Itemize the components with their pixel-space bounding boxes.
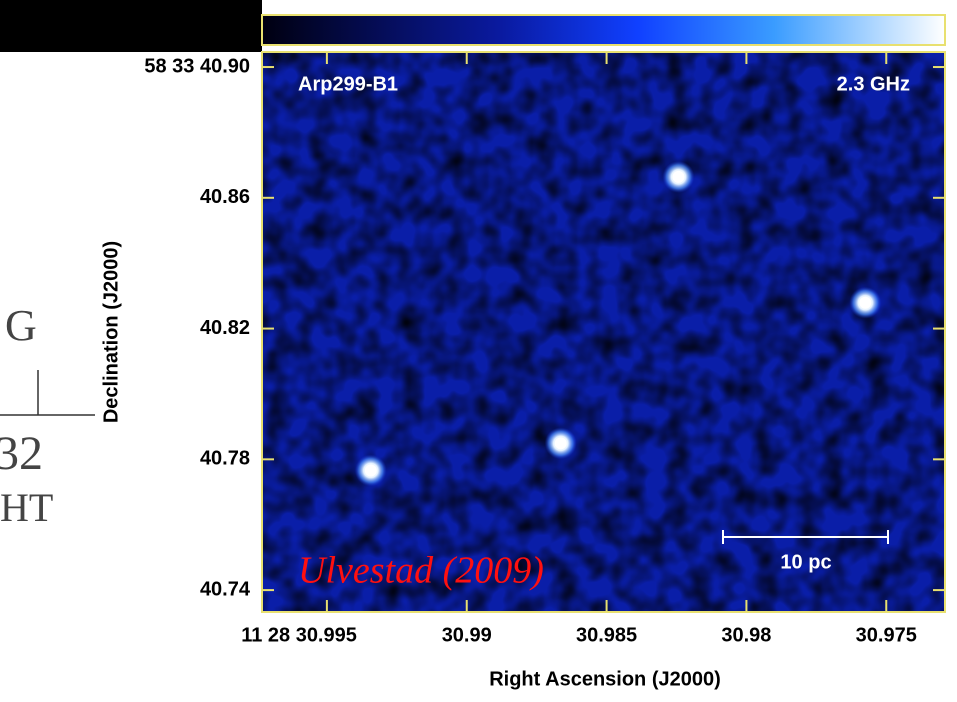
point-core — [672, 170, 685, 183]
point-core — [554, 437, 567, 450]
y-tick-label: 40.82 — [200, 317, 250, 339]
x-tick-label: 30.98 — [721, 624, 771, 646]
point-core — [859, 296, 872, 309]
fragment-text: 32 — [0, 427, 43, 480]
source-label: Arp299-B1 — [298, 73, 398, 95]
frequency-label: 2.3 GHz — [837, 73, 910, 95]
y-tick-label: 40.78 — [200, 448, 250, 470]
colorbar — [261, 14, 946, 46]
fragment-text: G — [5, 301, 37, 350]
fragment-text: HT — [0, 485, 53, 530]
y-tick-label: 58 33 40.90 — [144, 55, 250, 77]
image — [262, 52, 945, 612]
x-tick-label: 30.985 — [576, 624, 637, 646]
plot-frame — [261, 51, 946, 613]
y-tick-label: 40.74 — [200, 578, 251, 600]
y-tick-label: 40.86 — [200, 186, 250, 208]
credit: Ulvestad (2009) — [298, 550, 544, 592]
x-tick-label: 30.975 — [856, 624, 917, 646]
x-tick-label: 11 28 30.995 — [241, 624, 357, 646]
image-noise — [262, 52, 945, 612]
point-core — [364, 464, 377, 477]
x-tick-label: 30.99 — [442, 624, 492, 646]
x-axis-label: Right Ascension (J2000) — [489, 668, 721, 690]
scale-bar-label: 10 pc — [780, 551, 831, 573]
dark-strip — [0, 0, 262, 52]
y-axis-label: Declination (J2000) — [100, 241, 122, 423]
